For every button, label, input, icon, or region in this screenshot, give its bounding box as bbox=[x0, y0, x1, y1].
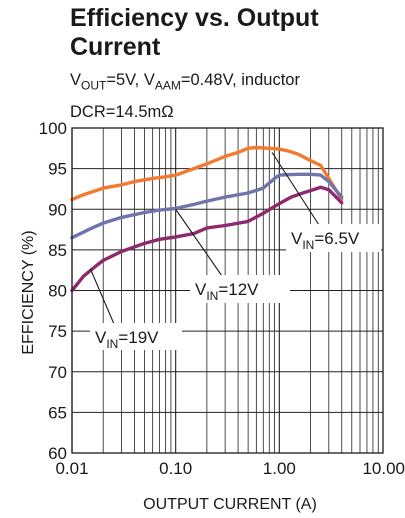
y-tick-label: 100 bbox=[39, 119, 67, 138]
annotation-label-background bbox=[286, 224, 381, 252]
axis-tick-labels: 60 65 70 75 80 85 90 95 100 0.01 0.10 1.00 10.00 bbox=[39, 119, 405, 478]
y-tick-label: 70 bbox=[48, 363, 67, 382]
series-line bbox=[70, 145, 344, 202]
subtitle-v-symbol: V bbox=[70, 71, 82, 89]
subtitle-mid-text: =5V, V bbox=[106, 71, 155, 89]
annotation-label-background bbox=[190, 275, 290, 303]
series-line bbox=[70, 185, 344, 293]
annotation-label: VIN=19V bbox=[95, 328, 159, 351]
y-tick-label: 80 bbox=[48, 282, 67, 301]
annotation-leader-line bbox=[175, 208, 223, 277]
y-tick-label: 75 bbox=[48, 322, 67, 341]
y-tick-label: 95 bbox=[48, 160, 67, 179]
annotation-label-background bbox=[90, 323, 182, 350]
y-tick-label: 85 bbox=[48, 241, 67, 260]
annotation-leader-line bbox=[89, 268, 115, 325]
series-line bbox=[70, 172, 344, 240]
x-tick-label: 1.00 bbox=[263, 459, 296, 478]
y-tick-label: 90 bbox=[48, 200, 67, 219]
chart-annotations: VIN=6.5V VIN=12V VIN=19V bbox=[89, 152, 381, 351]
x-tick-label: 0.01 bbox=[55, 459, 88, 478]
y-tick-label: 65 bbox=[48, 403, 67, 422]
y-axis-label: EFFICIENCY (%) bbox=[20, 230, 37, 354]
chart-title: Efficiency vs. Output Current bbox=[70, 4, 319, 61]
x-tick-label: 0.10 bbox=[159, 459, 192, 478]
annotation-label: VIN=12V bbox=[195, 280, 259, 303]
annotation-label: VIN=6.5V bbox=[291, 229, 360, 252]
chart-subtitle-line2: DCR=14.5mΩ bbox=[70, 103, 174, 121]
plot-frame bbox=[71, 127, 384, 454]
annotation-leader-line bbox=[271, 152, 320, 226]
x-tick-label: 10.00 bbox=[362, 459, 405, 478]
subtitle-aam-subscript: AAM bbox=[154, 78, 181, 93]
chart-subtitle-line1: VOUT=5V, VAAM=0.48V, inductor bbox=[70, 70, 300, 95]
chart-series-group bbox=[70, 145, 344, 293]
subtitle-end-text: =0.48V, inductor bbox=[180, 71, 300, 89]
subtitle-out-subscript: OUT bbox=[81, 78, 107, 93]
x-axis-label: OUTPUT CURRENT (A) bbox=[143, 496, 317, 513]
y-tick-label: 60 bbox=[48, 444, 67, 463]
